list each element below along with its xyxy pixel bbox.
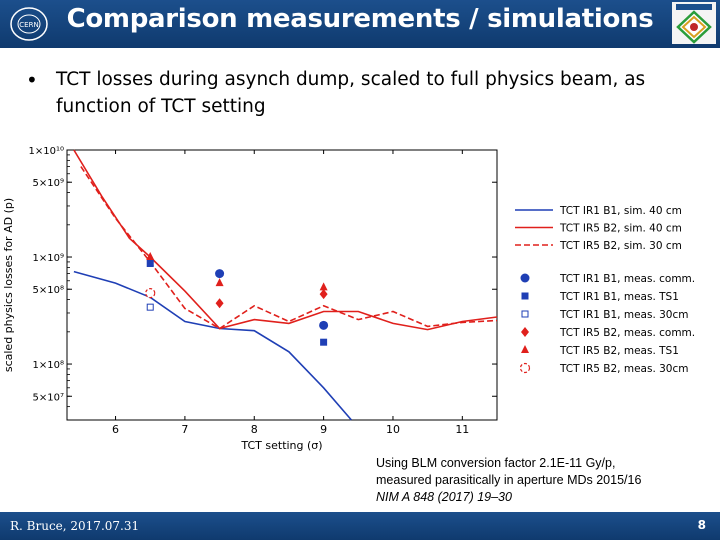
data-point-5-0 (146, 303, 154, 311)
y-tick-label: 1×10⁹ (33, 253, 64, 264)
legend-label-7: TCT IR5 B2, meas. TS1 (559, 345, 679, 357)
y-tick-label: 1×10⁸ (33, 360, 64, 371)
note-line-1: Using BLM conversion factor 2.1E-11 Gy/p… (376, 456, 616, 470)
data-point-3-0 (215, 269, 225, 279)
data-point-4-0 (146, 259, 154, 267)
data-point-7-0 (146, 252, 155, 261)
legend-marker-7 (521, 345, 529, 353)
note-reference: NIM A 848 (2017) 19–30 (376, 490, 512, 504)
legend-marker-8 (519, 362, 531, 374)
y-axis-label: scaled physics losses for AD (p) (2, 198, 15, 372)
x-axis-label: TCT setting (σ) (240, 439, 322, 452)
legend-marker-6 (521, 327, 529, 337)
cern-logo: CERN (10, 7, 48, 41)
bullet-marker: • (26, 68, 38, 92)
y-tick-label: 5×10⁸ (33, 285, 64, 296)
footer-bar: R. Bruce, 2017.07.31 8 (0, 512, 720, 540)
data-point-8-0 (145, 288, 156, 299)
legend-label-2: TCT IR5 B2, sim. 30 cm (559, 240, 682, 252)
lhc-collimation-logo (672, 2, 716, 44)
bullet-text: TCT losses during asynch dump, scaled to… (56, 69, 646, 117)
footer-author: R. Bruce, 2017.07.31 (10, 519, 140, 533)
legend-marker-3 (520, 273, 530, 283)
x-tick-label: 9 (320, 423, 327, 436)
data-point-4-1 (320, 338, 328, 346)
legend-label-3: TCT IR1 B1, meas. comm. (559, 273, 695, 285)
legend-label-5: TCT IR1 B1, meas. 30cm (559, 309, 688, 321)
legend-label-8: TCT IR5 B2, meas. 30cm (559, 363, 688, 375)
x-tick-label: 6 (112, 423, 119, 436)
x-tick-label: 11 (455, 423, 469, 436)
page-number: 8 (697, 518, 706, 532)
legend-marker-5 (521, 310, 529, 318)
data-point-7-1 (215, 278, 224, 287)
header-bar: CERN Comparison measurements / simulatio… (0, 0, 720, 48)
x-tick-label: 10 (386, 423, 400, 436)
y-tick-label: 5×10⁷ (33, 392, 64, 403)
losses-chart: 6 7 8 9 10 11 5×10⁷ 1×10⁸ 5×10⁸ 1×10⁹ 5×10⁹ 1×10¹⁰ T… (2, 146, 695, 452)
y-tick-label: 1×10¹⁰ (29, 146, 64, 157)
data-point-6-0 (215, 298, 224, 309)
plot-frame (66, 149, 498, 421)
svg-text:CERN: CERN (19, 21, 38, 29)
legend-label-4: TCT IR1 B1, meas. TS1 (559, 291, 679, 303)
conversion-note: Using BLM conversion factor 2.1E-11 Gy/p… (376, 455, 720, 506)
y-tick-label: 5×10⁹ (33, 178, 64, 189)
legend-label-1: TCT IR5 B2, sim. 40 cm (559, 223, 682, 235)
legend-label-6: TCT IR5 B2, meas. comm. (559, 327, 695, 339)
legend-marker-4 (521, 292, 529, 300)
x-tick-label: 7 (181, 423, 188, 436)
x-tick-label: 8 (251, 423, 258, 436)
data-point-6-1 (319, 289, 328, 300)
note-line-2: measured parasitically in aperture MDs 2… (376, 473, 642, 487)
data-point-7-2 (319, 282, 328, 291)
data-point-3-1 (319, 320, 329, 330)
legend-label-0: TCT IR1 B1, sim. 40 cm (559, 205, 682, 217)
page-title: Comparison measurements / simulations (66, 4, 654, 34)
